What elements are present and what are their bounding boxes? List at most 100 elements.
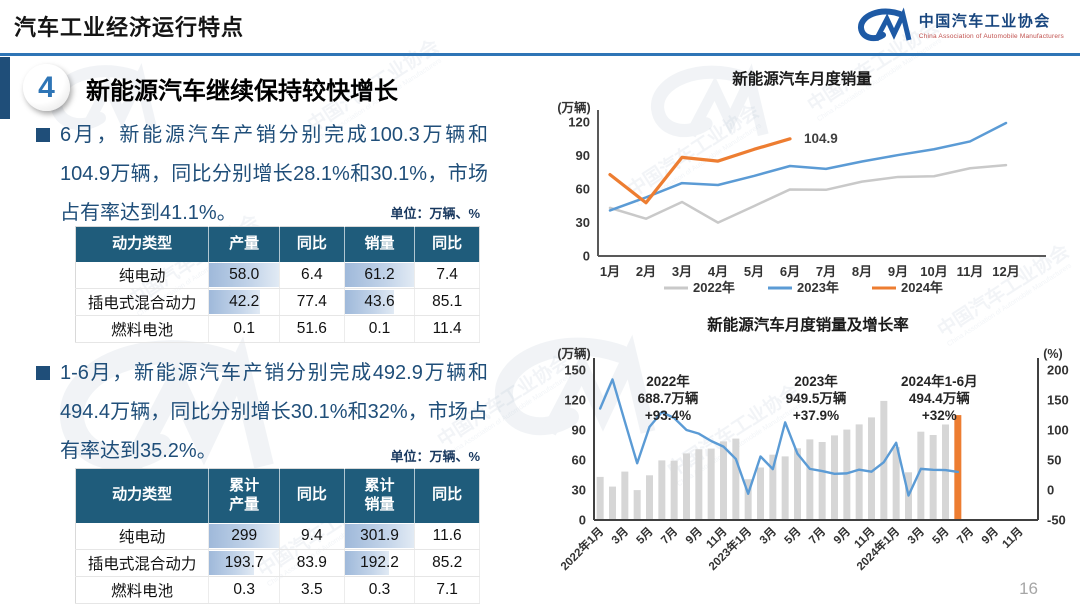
- table-cell: 纯电动: [75, 261, 210, 289]
- annotation-line: 2024年1-6月: [901, 373, 978, 389]
- sales-bar: [695, 449, 703, 520]
- line-series-2024年: [608, 137, 792, 205]
- sales-bar: [942, 424, 949, 520]
- x-tick-label: 4月: [708, 264, 728, 279]
- cell-value: 85.1: [432, 292, 463, 310]
- cell-value: 6.4: [301, 265, 323, 283]
- databar: [209, 289, 261, 314]
- cell-value: 193.7: [224, 553, 264, 571]
- annotation-line: 688.7万辆: [638, 390, 699, 406]
- x-tick-label: 10月: [920, 264, 947, 279]
- bullet-june: 6月，新能源汽车产销分别完成100.3万辆和104.9万辆，同比分别增长28.1…: [36, 116, 488, 233]
- header-divider: [0, 53, 1080, 56]
- table-header-row: 动力类型 累计 产量 同比 累计 销量 同比: [75, 468, 480, 523]
- bullet-square-icon: [36, 128, 50, 142]
- y-tick-label: 90: [576, 148, 590, 163]
- left-tick-label: 120: [564, 393, 586, 408]
- x-tick-label: 9月: [683, 525, 705, 547]
- right-tick-label: 100: [1047, 423, 1069, 438]
- table-cell: 插电式混合动力: [75, 288, 210, 316]
- cell-value: 0.1: [233, 319, 255, 337]
- x-tick-label: 3月: [905, 525, 927, 547]
- cell-value: 9.4: [301, 526, 323, 544]
- table-cell: 0.3: [208, 576, 281, 604]
- table-cell: 0.1: [208, 315, 281, 343]
- x-tick-label: 12月: [992, 264, 1019, 279]
- section-heading: 新能源汽车继续保持较快增长: [86, 78, 398, 105]
- table-cell: 7.4: [414, 261, 480, 289]
- sales-bar: [720, 441, 727, 520]
- table-header-cell: 累计 销量: [344, 468, 416, 523]
- section-side-bar: [0, 57, 10, 119]
- table-cell: 0.1: [344, 315, 416, 343]
- left-tick-label: 60: [572, 453, 586, 468]
- cell-value: 11.6: [432, 526, 462, 544]
- cell-value: 3.5: [301, 580, 323, 598]
- cell-value: 42.2: [229, 292, 260, 310]
- table-cell: 85.1: [414, 288, 480, 316]
- cell-value: 燃料电池: [111, 321, 174, 339]
- cell-value: 纯电动: [118, 267, 166, 285]
- x-tick-label: 5月: [782, 525, 804, 547]
- right-tick-label: 0: [1047, 483, 1054, 498]
- table-cell: 9.4: [279, 522, 345, 550]
- table-header-cell: 同比: [279, 468, 345, 523]
- sales-bar: [646, 475, 653, 520]
- unit-label-table1: 单位：万辆、%: [390, 206, 480, 221]
- logo-name-zh: 中国汽车工业协会: [918, 13, 1051, 31]
- y-tick-label: 0: [583, 249, 590, 264]
- table-row: 插电式混合动力 42.2 77.4 43.6 85.1: [75, 288, 480, 316]
- sales-bar: [757, 467, 764, 520]
- cell-value: 301.9: [360, 526, 399, 544]
- legend-label: 2023年: [797, 280, 839, 295]
- growth-line-series: [598, 378, 960, 497]
- annotation-line: +93.4%: [645, 408, 691, 423]
- sales-bar: [670, 460, 678, 520]
- bullet-square-icon: [36, 366, 50, 380]
- bullet-ytd: 1-6月，新能源汽车产销分别完成492.9万辆和494.4万辆，同比分别增长30…: [36, 354, 488, 471]
- cell-value: 纯电动: [118, 528, 166, 546]
- x-tick-label: 7月: [658, 525, 680, 547]
- table-cell: 83.9: [279, 549, 345, 577]
- table-cell: 0.3: [344, 576, 416, 604]
- sales-bar: [683, 453, 690, 520]
- cell-value: 0.1: [368, 319, 391, 337]
- sales-bar: [855, 424, 863, 520]
- table-row: 插电式混合动力 193.7 83.9 192.2 85.2: [75, 549, 480, 577]
- x-tick-label: 6月: [780, 264, 800, 279]
- cell-value: 192.2: [360, 553, 399, 571]
- table-cell: 燃料电池: [75, 315, 210, 343]
- x-tick-label: 1月: [600, 264, 620, 279]
- legend-label: 2024年: [901, 280, 943, 295]
- sales-bar: [868, 417, 875, 520]
- cumulative-table: 动力类型 累计 产量 同比 累计 销量 同比 纯电动 299 9.4 301.9 11.6 插电式混合动…: [75, 468, 480, 604]
- databar: [344, 550, 390, 575]
- right-tick-label: 200: [1047, 363, 1069, 378]
- sales-bar: [917, 431, 925, 520]
- cell-value: 58.0: [229, 265, 260, 283]
- table-header-cell: 同比: [414, 226, 480, 262]
- cell-value: 7.1: [436, 580, 458, 598]
- sales-bar: [929, 435, 937, 520]
- databar: [344, 262, 415, 287]
- x-tick-label: 3月: [609, 525, 631, 547]
- sales-bar: [596, 476, 604, 520]
- sales-bar: [831, 435, 838, 520]
- sales-bar: [843, 429, 851, 520]
- annotation-line: 494.4万辆: [909, 390, 970, 406]
- sales-bar: [769, 454, 777, 520]
- sales-bar: [744, 479, 752, 520]
- cell-value: 43.6: [364, 292, 395, 310]
- x-tick-label: 5月: [930, 525, 952, 547]
- table-cell: 燃料电池: [75, 576, 210, 604]
- caam-logo: 中国汽车工业协会 China Association of Automobile…: [854, 6, 1064, 48]
- right-tick-label: -50: [1047, 513, 1066, 528]
- x-tick-label: 7月: [816, 264, 836, 279]
- table-header-cell: 同比: [279, 226, 345, 262]
- table-row: 燃料电池 0.1 51.6 0.1 11.4: [75, 315, 480, 343]
- x-tick-label: 5月: [634, 525, 656, 547]
- cell-value: 83.9: [296, 553, 327, 571]
- left-tick-label: 0: [579, 513, 586, 528]
- x-tick-label: 3月: [757, 525, 779, 547]
- caam-logo-icon: [857, 7, 912, 42]
